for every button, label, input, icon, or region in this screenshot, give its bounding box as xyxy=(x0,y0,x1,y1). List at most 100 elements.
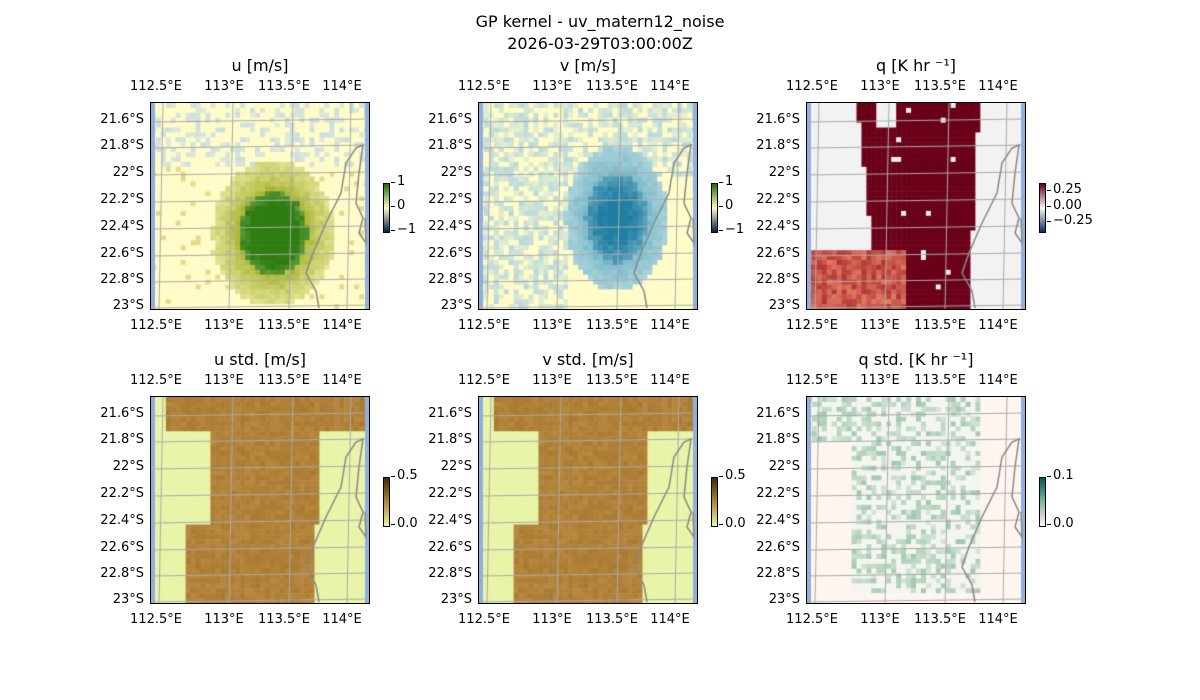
lon-tick-label: 112.5°E xyxy=(130,612,182,627)
lon-tick-label: 112.5°E xyxy=(458,318,510,333)
lat-tick-label: 22.4°S xyxy=(428,219,472,234)
lon-tick-label: 113.5°E xyxy=(258,612,310,627)
lon-tick-label: 113°E xyxy=(532,79,572,94)
lat-tick-label: 21.6°S xyxy=(756,112,800,127)
lat-tick-label: 22.2°S xyxy=(756,192,800,207)
lon-tick-label: 112.5°E xyxy=(458,79,510,94)
map-axes-ustd xyxy=(150,396,370,604)
colorbar-tick-label: 0 xyxy=(390,198,406,213)
lon-tick-label: 113°E xyxy=(860,318,900,333)
panel-title-qstd: q std. [K hr ⁻¹] xyxy=(858,350,974,369)
lon-tick-label: 114°E xyxy=(322,318,362,333)
lon-tick-label: 112.5°E xyxy=(458,373,510,388)
lat-tick-label: 22.6°S xyxy=(756,246,800,261)
colorbar-ustd xyxy=(383,477,390,527)
colorbar-vstd xyxy=(711,477,718,527)
lon-tick-label: 113.5°E xyxy=(586,79,638,94)
lon-tick-label: 114°E xyxy=(650,79,690,94)
figure-title: GP kernel - uv_matern12_noise xyxy=(475,12,725,31)
lat-tick-label: 22.8°S xyxy=(428,566,472,581)
lon-tick-label: 113°E xyxy=(204,612,244,627)
map-field-v xyxy=(479,103,697,309)
lat-tick-label: 23°S xyxy=(440,298,472,313)
colorbar-tick-label: −0.25 xyxy=(1047,213,1093,228)
lon-tick-label: 114°E xyxy=(978,318,1018,333)
lon-tick-label: 113.5°E xyxy=(586,373,638,388)
lat-tick-label: 22.4°S xyxy=(100,513,144,528)
lat-tick-label: 22°S xyxy=(440,459,472,474)
lat-tick-label: 22°S xyxy=(112,459,144,474)
colorbar-tick-label: −1 xyxy=(718,222,745,237)
colorbar-tick-label: 0.25 xyxy=(1047,182,1082,197)
colorbar-tick-label: 0 xyxy=(718,198,734,213)
lat-tick-label: 22°S xyxy=(768,459,800,474)
colorbar-tick-label: 1 xyxy=(390,174,406,189)
map-axes-v xyxy=(478,102,698,310)
colorbar-v xyxy=(711,183,718,233)
lon-tick-label: 113.5°E xyxy=(586,612,638,627)
panel-title-v: v [m/s] xyxy=(559,56,617,75)
lat-tick-label: 22.6°S xyxy=(428,246,472,261)
lat-tick-label: 22.2°S xyxy=(100,486,144,501)
map-field-vstd xyxy=(479,397,697,603)
lon-tick-label: 112.5°E xyxy=(130,373,182,388)
lat-tick-label: 22.2°S xyxy=(756,486,800,501)
map-axes-vstd xyxy=(478,396,698,604)
colorbar-tick-label: 0.5 xyxy=(719,468,746,483)
lat-tick-label: 22.8°S xyxy=(756,272,800,287)
lon-tick-label: 114°E xyxy=(978,612,1018,627)
lon-tick-label: 113°E xyxy=(860,79,900,94)
lat-tick-label: 21.8°S xyxy=(100,138,144,153)
lat-tick-label: 22.8°S xyxy=(428,272,472,287)
lon-tick-label: 112.5°E xyxy=(458,612,510,627)
colorbar-tick-label: 0.0 xyxy=(391,516,418,531)
lat-tick-label: 22°S xyxy=(112,165,144,180)
lat-tick-label: 22.6°S xyxy=(100,246,144,261)
lon-tick-label: 113°E xyxy=(860,373,900,388)
lat-tick-label: 21.6°S xyxy=(100,112,144,127)
lat-tick-label: 23°S xyxy=(112,592,144,607)
lon-tick-label: 113°E xyxy=(532,318,572,333)
colorbar-tick-label: 0.1 xyxy=(1047,468,1074,483)
lon-tick-label: 113.5°E xyxy=(914,79,966,94)
colorbar-tick-label: 0.0 xyxy=(719,516,746,531)
lat-tick-label: 23°S xyxy=(112,298,144,313)
lat-tick-label: 21.6°S xyxy=(756,406,800,421)
lon-tick-label: 112.5°E xyxy=(786,79,838,94)
lon-tick-label: 113.5°E xyxy=(258,79,310,94)
lon-tick-label: 114°E xyxy=(650,318,690,333)
map-field-ustd xyxy=(151,397,369,603)
lon-tick-label: 112.5°E xyxy=(786,612,838,627)
map-axes-u xyxy=(150,102,370,310)
lon-tick-label: 114°E xyxy=(322,79,362,94)
lat-tick-label: 23°S xyxy=(440,592,472,607)
panel-title-q: q [K hr ⁻¹] xyxy=(876,56,956,75)
lon-tick-label: 113.5°E xyxy=(914,373,966,388)
lat-tick-label: 21.8°S xyxy=(756,432,800,447)
lat-tick-label: 22.4°S xyxy=(756,513,800,528)
panel-title-vstd: v std. [m/s] xyxy=(542,350,634,369)
lat-tick-label: 22.2°S xyxy=(100,192,144,207)
lat-tick-label: 21.8°S xyxy=(428,138,472,153)
lon-tick-label: 113.5°E xyxy=(258,318,310,333)
panel-title-u: u [m/s] xyxy=(231,56,289,75)
lon-tick-label: 112.5°E xyxy=(786,318,838,333)
lat-tick-label: 22.2°S xyxy=(428,192,472,207)
map-field-qstd xyxy=(807,397,1025,603)
colorbar-u xyxy=(383,183,390,233)
lon-tick-label: 114°E xyxy=(322,612,362,627)
map-axes-qstd xyxy=(806,396,1026,604)
lon-tick-label: 113°E xyxy=(860,612,900,627)
lon-tick-label: 113°E xyxy=(204,318,244,333)
lat-tick-label: 22.6°S xyxy=(100,540,144,555)
lon-tick-label: 114°E xyxy=(322,373,362,388)
lon-tick-label: 112.5°E xyxy=(130,318,182,333)
lon-tick-label: 113°E xyxy=(204,373,244,388)
figure-timestamp: 2026-03-29T03:00:00Z xyxy=(507,34,693,53)
colorbar-tick-label: 0.5 xyxy=(391,468,418,483)
lat-tick-label: 21.8°S xyxy=(100,432,144,447)
colorbar-qstd xyxy=(1039,477,1046,527)
lat-tick-label: 22°S xyxy=(440,165,472,180)
colorbar-tick-label: −1 xyxy=(390,222,417,237)
lat-tick-label: 21.8°S xyxy=(756,138,800,153)
